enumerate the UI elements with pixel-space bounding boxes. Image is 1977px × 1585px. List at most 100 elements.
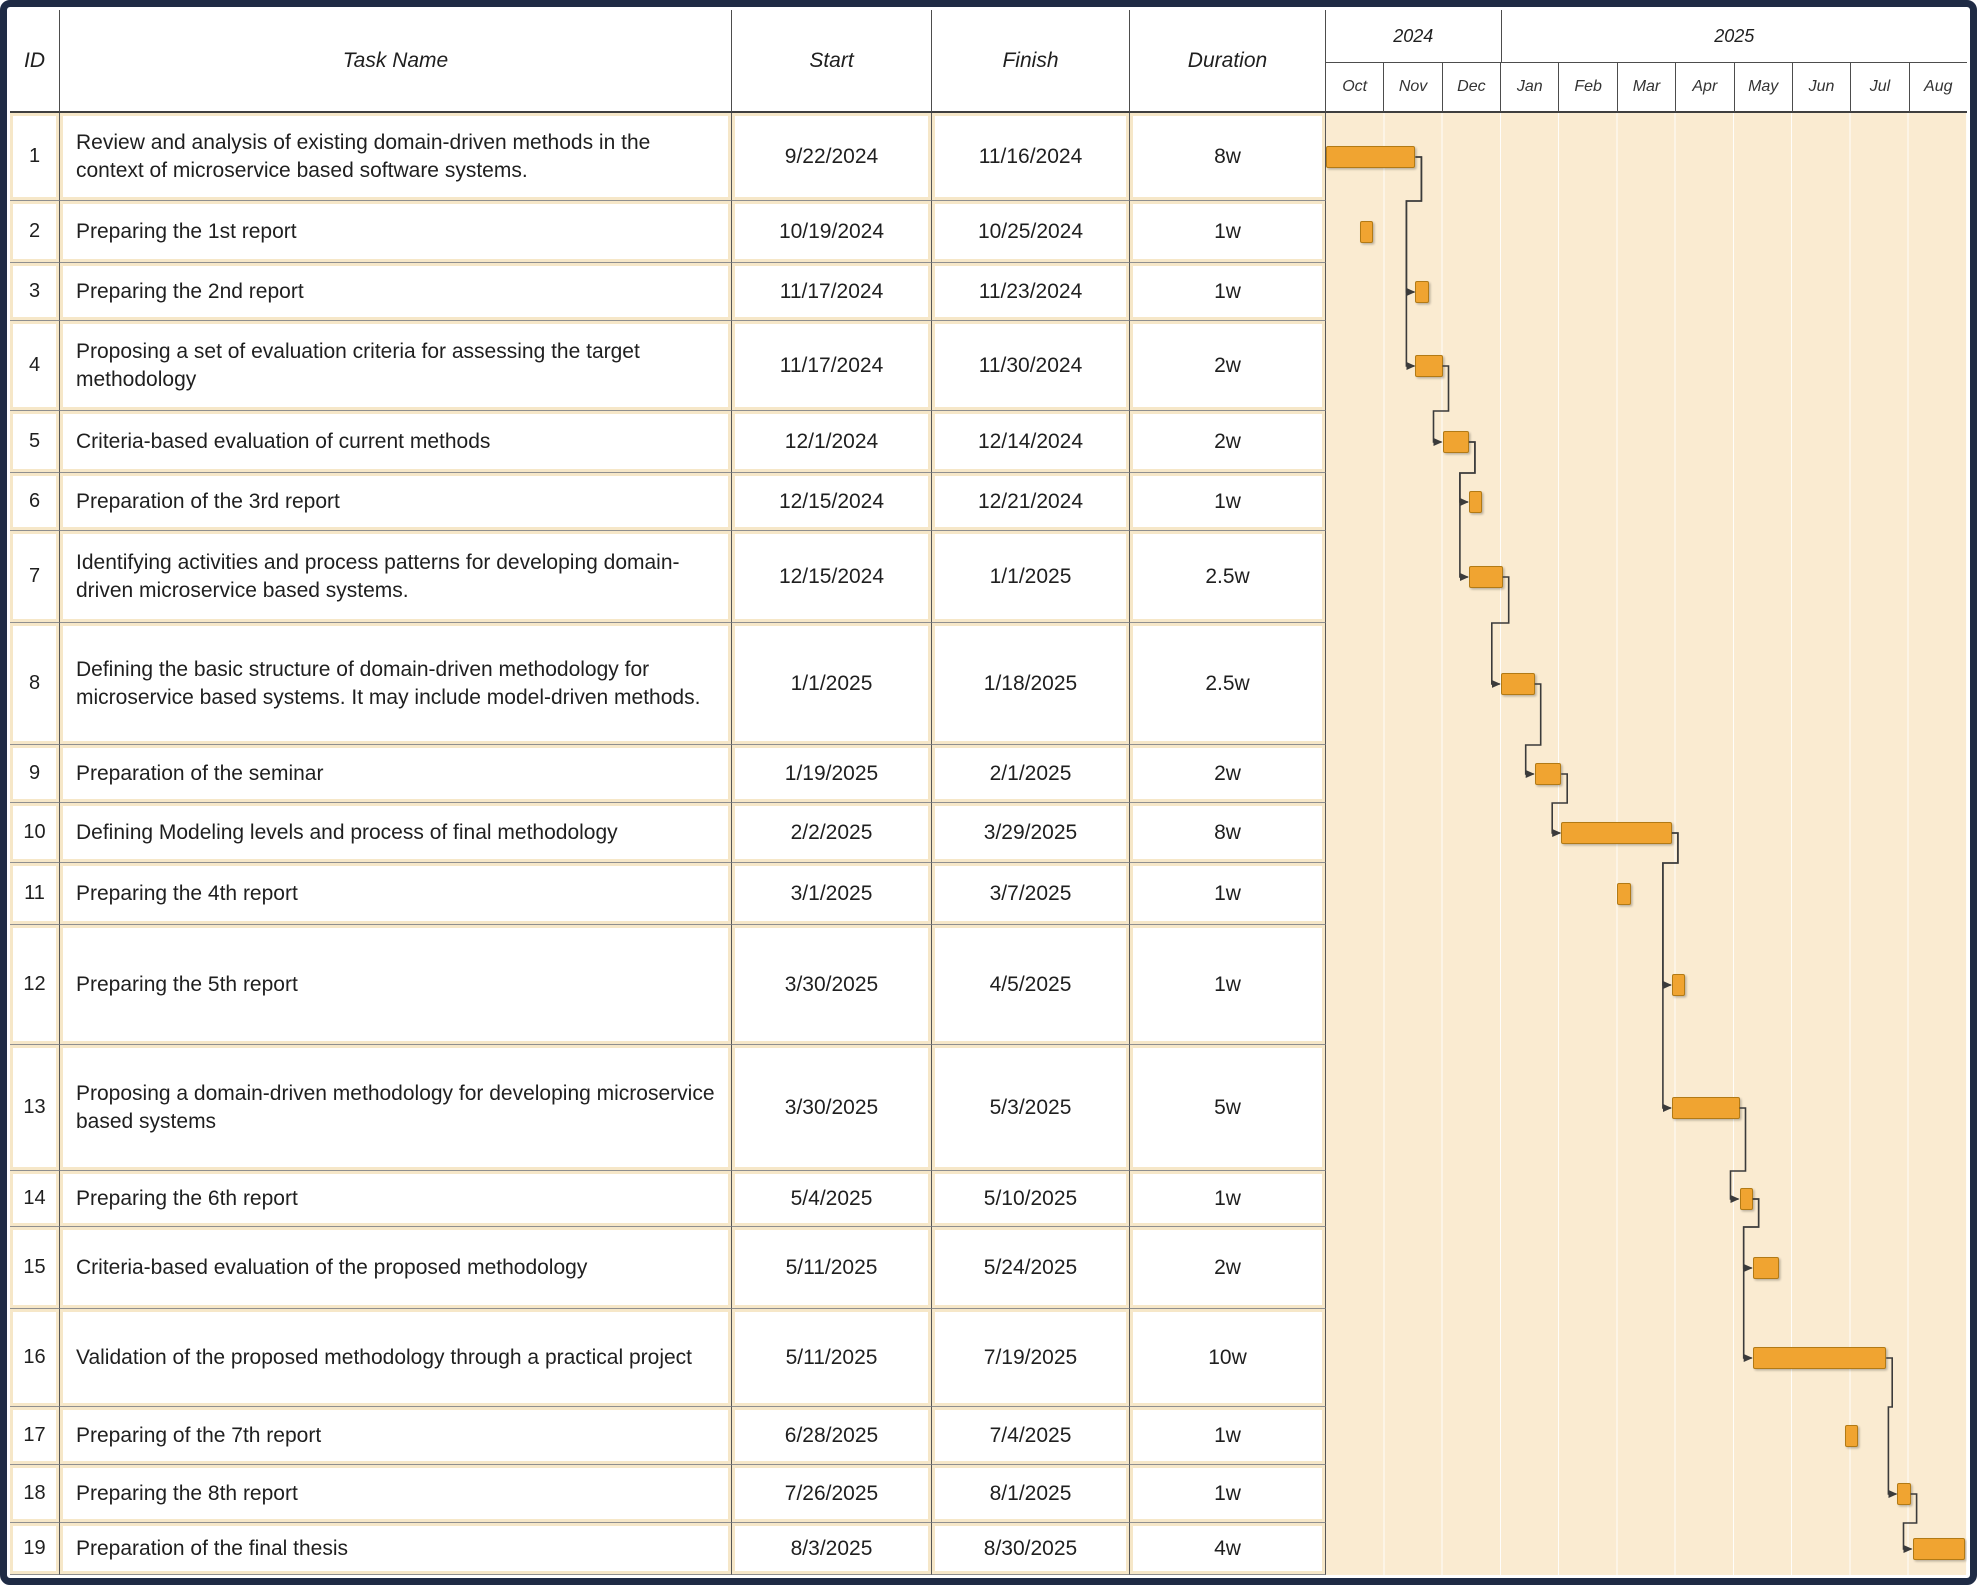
task-duration-cell: 2.5w [1130,623,1326,745]
gantt-bar-task-3 [1415,281,1429,303]
task-duration-cell: 2w [1130,321,1326,411]
year-2024-label: 2024 [1326,10,1502,63]
task-name-cell: Preparing the 4th report [60,863,732,925]
task-id-cell: 13 [10,1045,60,1171]
task-finish-cell: 4/5/2025 [932,925,1130,1045]
task-finish-cell: 5/3/2025 [932,1045,1130,1171]
task-id-cell: 7 [10,531,60,623]
task-finish-cell: 12/14/2024 [932,411,1130,473]
gantt-row-cell [1326,1171,1967,1227]
task-id-cell: 11 [10,863,60,925]
month-label-jun: Jun [1792,63,1852,113]
gantt-row-cell [1326,803,1967,863]
gantt-bar-task-16 [1752,1347,1887,1369]
gantt-row-cell [1326,745,1967,803]
task-duration-cell: 5w [1130,1045,1326,1171]
task-name-cell: Identifying activities and process patte… [60,531,732,623]
gantt-chart: ID Task Name Start Finish Duration 2024 … [10,10,1967,1575]
task-duration-cell: 2w [1130,411,1326,473]
task-id-cell: 9 [10,745,60,803]
task-duration-cell: 10w [1130,1309,1326,1407]
task-finish-cell: 12/21/2024 [932,473,1130,531]
task-duration-cell: 4w [1130,1523,1326,1575]
column-header-duration: Duration [1130,10,1326,113]
column-header-task: Task Name [60,10,732,113]
month-label-jan: Jan [1501,63,1560,113]
gantt-bar-task-13 [1671,1097,1740,1119]
month-label-apr: Apr [1676,63,1735,113]
month-label-nov: Nov [1384,63,1443,113]
task-start-cell: 3/1/2025 [732,863,932,925]
task-start-cell: 1/19/2025 [732,745,932,803]
gantt-row-cell [1326,411,1967,473]
task-duration-cell: 1w [1130,201,1326,263]
gantt-row-cell [1326,1465,1967,1523]
task-duration-cell: 2w [1130,745,1326,803]
task-id-cell: 5 [10,411,60,473]
gantt-row-cell [1326,263,1967,321]
task-start-cell: 11/17/2024 [732,321,932,411]
task-finish-cell: 3/7/2025 [932,863,1130,925]
task-name-cell: Preparation of the 3rd report [60,473,732,531]
gantt-row-cell [1326,1045,1967,1171]
month-label-feb: Feb [1559,63,1618,113]
gantt-bar-task-18 [1897,1483,1911,1505]
gantt-bar-task-14 [1739,1188,1753,1210]
task-name-cell: Preparing the 5th report [60,925,732,1045]
task-duration-cell: 2w [1130,1227,1326,1309]
task-name-cell: Defining the basic structure of domain-d… [60,623,732,745]
task-finish-cell: 5/24/2025 [932,1227,1130,1309]
task-start-cell: 8/3/2025 [732,1523,932,1575]
gantt-bar-task-2 [1359,221,1373,243]
month-label-may: May [1734,63,1793,113]
task-start-cell: 1/1/2025 [732,623,932,745]
task-id-cell: 3 [10,263,60,321]
gantt-bar-task-10 [1561,822,1672,844]
task-finish-cell: 8/30/2025 [932,1523,1130,1575]
task-finish-cell: 7/19/2025 [932,1309,1130,1407]
year-header-row: 2024 2025 [1326,10,1967,63]
gantt-bar-task-1 [1326,146,1416,168]
task-name-cell: Preparing the 8th report [60,1465,732,1523]
task-duration-cell: 1w [1130,863,1326,925]
task-duration-cell: 8w [1130,113,1326,201]
gantt-bar-task-19 [1912,1538,1966,1560]
task-finish-cell: 1/1/2025 [932,531,1130,623]
task-id-cell: 12 [10,925,60,1045]
gantt-row-cell [1326,1227,1967,1309]
gantt-bar-task-9 [1534,763,1562,785]
task-start-cell: 11/17/2024 [732,263,932,321]
gantt-row-cell [1326,623,1967,745]
task-id-cell: 2 [10,201,60,263]
gantt-row-cell [1326,925,1967,1045]
month-header-row: Oct Nov Dec Jan Feb Mar Apr May Jun Jul Aug [1326,63,1967,113]
task-duration-cell: 2.5w [1130,531,1326,623]
task-finish-cell: 8/1/2025 [932,1465,1130,1523]
gantt-bar-task-8 [1500,673,1535,695]
month-label-mar: Mar [1617,63,1677,113]
gantt-row-cell [1326,1309,1967,1407]
month-label-jul: Jul [1851,63,1910,113]
task-duration-cell: 1w [1130,1465,1326,1523]
task-name-cell: Review and analysis of existing domain-d… [60,113,732,201]
gantt-bar-task-6 [1468,491,1483,513]
task-name-cell: Criteria-based evaluation of the propose… [60,1227,732,1309]
task-finish-cell: 1/18/2025 [932,623,1130,745]
task-name-cell: Preparing the 2nd report [60,263,732,321]
gantt-row-cell [1326,473,1967,531]
column-header-id: ID [10,10,60,113]
task-start-cell: 5/11/2025 [732,1227,932,1309]
task-start-cell: 9/22/2024 [732,113,932,201]
task-finish-cell: 7/4/2025 [932,1407,1130,1465]
task-id-cell: 10 [10,803,60,863]
timeline-header: 2024 2025 Oct Nov Dec Jan Feb Mar Apr May Jun Jul… [1326,10,1967,113]
gantt-bar-task-15 [1752,1257,1779,1279]
task-name-cell: Defining Modeling levels and process of … [60,803,732,863]
task-name-cell: Preparation of the seminar [60,745,732,803]
task-finish-cell: 3/29/2025 [932,803,1130,863]
task-id-cell: 17 [10,1407,60,1465]
task-id-cell: 4 [10,321,60,411]
task-name-cell: Preparing the 1st report [60,201,732,263]
task-start-cell: 2/2/2025 [732,803,932,863]
gantt-row-cell [1326,201,1967,263]
